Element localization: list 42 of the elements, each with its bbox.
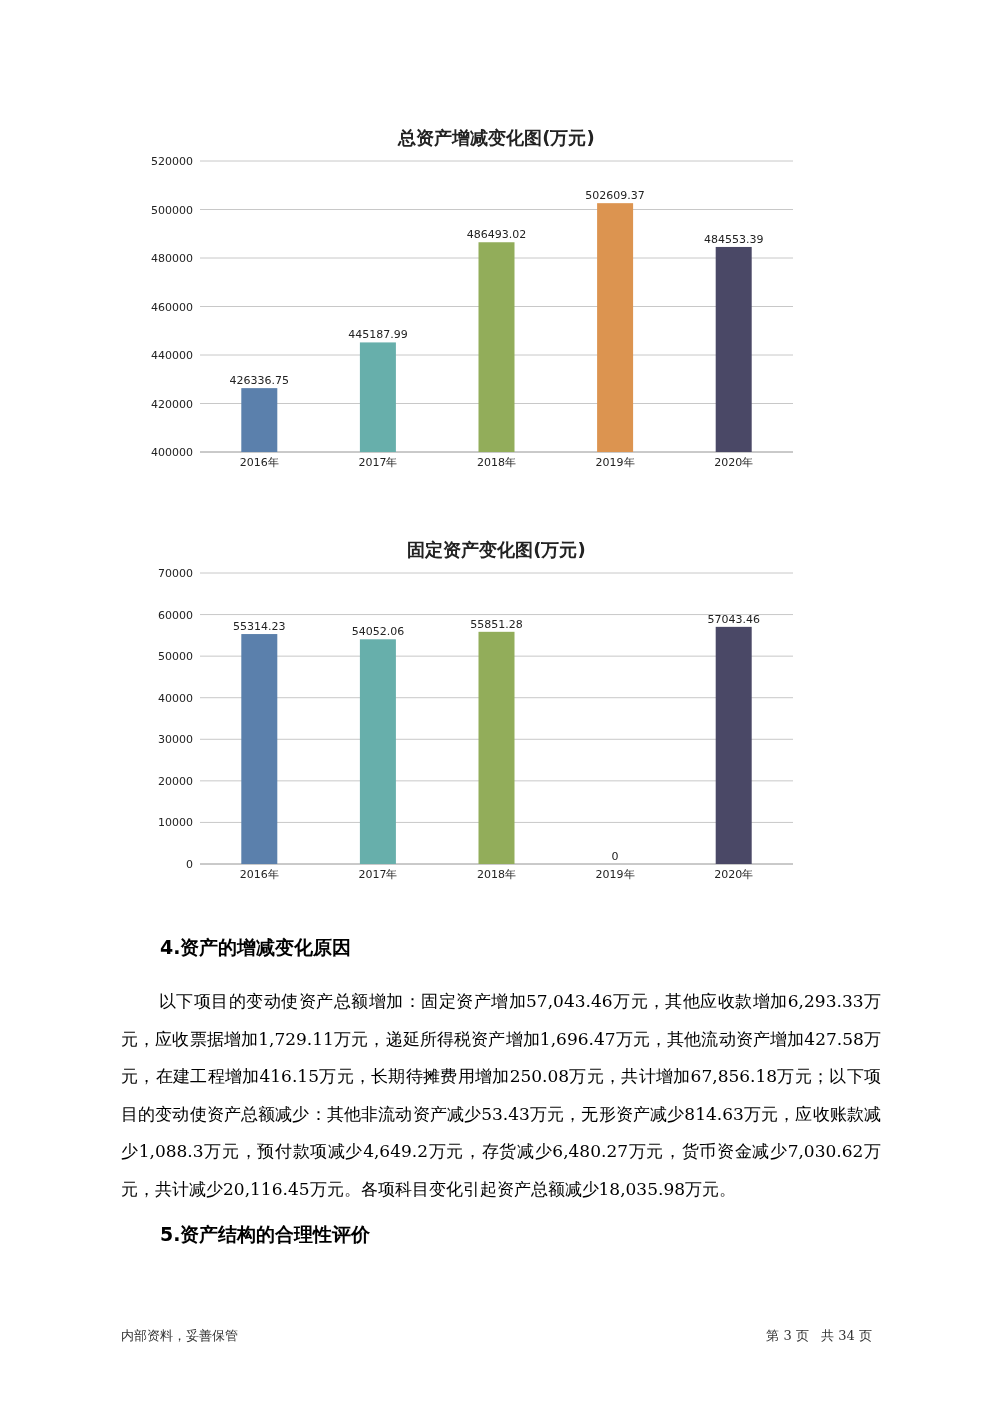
text: 5.资产结构的合理性评价 xyxy=(160,1222,371,1247)
y-tick-label: 30000 xyxy=(158,733,193,747)
text: 内部资料，妥善保管 xyxy=(121,1327,238,1345)
y-tick-label: 60000 xyxy=(158,608,193,622)
y-tick-label: 10000 xyxy=(158,816,193,830)
x-tick-label: 2019年 xyxy=(595,456,635,469)
y-tick-label: 520000 xyxy=(151,155,193,168)
data-label: 55314.23 xyxy=(233,620,286,634)
x-tick-label: 2019年 xyxy=(595,868,635,881)
data-label: 445187.99 xyxy=(348,328,408,342)
y-tick-label: 40000 xyxy=(158,691,193,705)
text: 以下项目的变动使资产总额增加：固定资产增加57,043.46万元，其他应收款增加6,293.33万元，应收票据增加1,729.11万元，递延所得税资产增加1,696.47万元，其他流动资产增加427.58万元，在建工程增加416.15万元，长期待摊费用增加250.08万元，共计增加67,856.18万元；以下项目的变动使资产总额减少：其他非流动资产减少53.43万元，无形资产减少814.63万元，应收账款减少1,088.3万元，预付款项减少4,649.2万元，存货减少6,480.27万元，货币资金减少7,030.62万元，共计减少20,116.45万元。各项科目变化引起资产总额减少18,035.98万元。 xyxy=(121,990,881,1201)
x-tick-label: 2016年 xyxy=(239,868,279,881)
x-tick-label: 2018年 xyxy=(477,868,516,881)
data-label: 57043.46 xyxy=(707,612,760,626)
data-label: 54052.06 xyxy=(351,625,405,639)
y-tick-label: 70000 xyxy=(158,567,193,580)
x-tick-label: 2016年 xyxy=(239,456,279,469)
y-tick-label: 440000 xyxy=(151,349,193,362)
data-label: 486493.02 xyxy=(466,228,527,242)
data-label: 502609.37 xyxy=(585,189,645,203)
y-tick-label: 460000 xyxy=(151,300,193,314)
y-tick-label: 420000 xyxy=(151,397,193,411)
y-tick-label: 20000 xyxy=(158,774,193,788)
x-tick-label: 2017年 xyxy=(358,868,398,881)
data-label: 484553.39 xyxy=(703,232,764,246)
data-label: 0 xyxy=(611,850,619,863)
text: 第 3 页 共 34 页 xyxy=(766,1327,872,1345)
chart-title: 固定资产变化图(万元) xyxy=(407,539,586,560)
y-tick-label: 400000 xyxy=(151,446,193,459)
chart-title: 总资产增减变化图(万元) xyxy=(397,127,595,148)
y-tick-label: 480000 xyxy=(151,252,193,265)
data-label: 55851.28 xyxy=(470,617,523,631)
y-tick-label: 50000 xyxy=(158,650,193,664)
data-label: 426336.75 xyxy=(229,374,290,388)
x-tick-label: 2020年 xyxy=(714,456,754,469)
text: 4.资产的增减变化原因 xyxy=(160,935,352,960)
y-tick-label: 500000 xyxy=(151,203,193,217)
x-tick-label: 2020年 xyxy=(714,868,754,881)
x-tick-label: 2018年 xyxy=(477,456,516,469)
y-tick-label: 0 xyxy=(186,858,193,871)
x-tick-label: 2017年 xyxy=(358,456,398,469)
